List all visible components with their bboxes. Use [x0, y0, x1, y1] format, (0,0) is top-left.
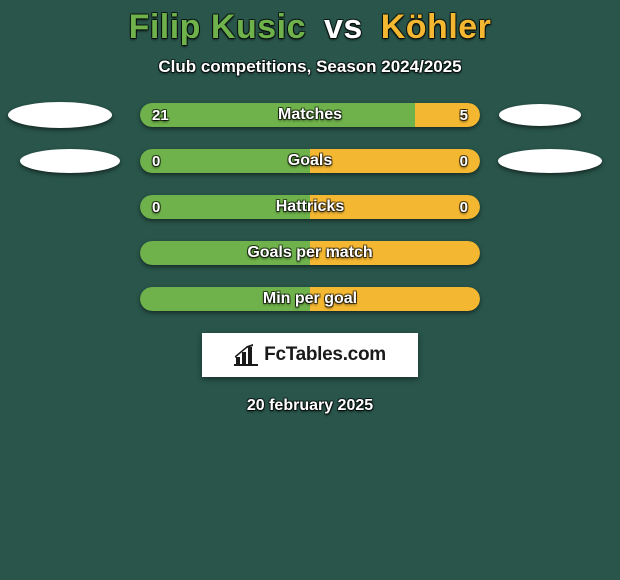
stat-bar: Goals per match [140, 241, 480, 265]
title-player2: Köhler [381, 8, 492, 46]
stat-row: Matches215 [0, 103, 620, 127]
stat-value-right: 0 [460, 149, 468, 173]
stat-value-left: 0 [152, 149, 160, 173]
player-marker-left [8, 102, 112, 128]
stat-bar-left-segment [140, 103, 415, 127]
source-badge: FcTables.com [202, 333, 418, 377]
stat-row: Goals00 [0, 149, 620, 173]
stat-bar-right-segment [310, 287, 480, 311]
stat-bar: Min per goal [140, 287, 480, 311]
player-marker-right [498, 149, 602, 173]
stat-bar-left-segment [140, 241, 310, 265]
bar-chart-icon [234, 344, 258, 366]
stat-bar-right-segment [310, 195, 480, 219]
stat-bar-left-segment [140, 195, 310, 219]
stat-value-right: 5 [460, 103, 468, 127]
stat-bar-right-segment [415, 103, 480, 127]
stat-value-left: 0 [152, 195, 160, 219]
subtitle: Club competitions, Season 2024/2025 [158, 57, 461, 77]
stat-bar-left-segment [140, 287, 310, 311]
stat-bar-right-segment [310, 149, 480, 173]
infographic-root: Filip Kusic vs Köhler Club competitions,… [0, 0, 620, 580]
stat-bar-left-segment [140, 149, 310, 173]
date-text: 20 february 2025 [247, 397, 373, 415]
stat-row: Hattricks00 [0, 195, 620, 219]
title-player1: Filip Kusic [129, 8, 306, 46]
stat-row: Goals per match [0, 241, 620, 265]
stat-bar: Hattricks00 [140, 195, 480, 219]
stat-bar: Matches215 [140, 103, 480, 127]
stat-value-right: 0 [460, 195, 468, 219]
player-marker-right [499, 104, 581, 126]
title-vs: vs [324, 8, 363, 46]
stat-bar-right-segment [310, 241, 480, 265]
source-badge-text: FcTables.com [264, 344, 386, 366]
stat-rows: Matches215Goals00Hattricks00Goals per ma… [0, 103, 620, 311]
page-title: Filip Kusic vs Köhler [129, 8, 492, 47]
stat-value-left: 21 [152, 103, 169, 127]
stat-bar: Goals00 [140, 149, 480, 173]
stat-row: Min per goal [0, 287, 620, 311]
player-marker-left [20, 149, 120, 173]
